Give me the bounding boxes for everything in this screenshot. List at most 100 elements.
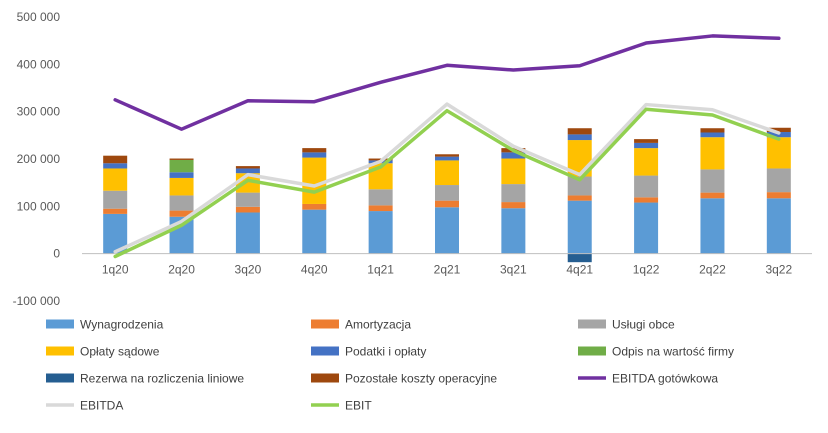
bar-segment-uslugi-obce <box>103 190 128 209</box>
bar-segment-uslugi-obce <box>567 176 592 196</box>
bar-segment-pozostale-koszty-operacyjne <box>567 128 592 135</box>
bar-segment-podatki-i-oplaty <box>103 163 128 169</box>
x-tick-label: 4q20 <box>301 263 328 277</box>
bar-segment-amortyzacja <box>302 203 327 210</box>
x-tick-label: 4q21 <box>566 263 593 277</box>
bar-segment-wynagrodzenia <box>302 209 327 254</box>
legend-label: Pozostałe koszty operacyjne <box>345 372 497 386</box>
x-tick-label: 2q21 <box>434 263 461 277</box>
bar-segment-pozostale-koszty-operacyjne <box>235 166 260 169</box>
bar-segment-podatki-i-oplaty <box>634 142 659 149</box>
bar-segment-oplaty-sadowe <box>700 137 725 170</box>
x-tick-label: 3q20 <box>235 263 262 277</box>
bar-segment-uslugi-obce <box>235 192 260 207</box>
line-ebitda <box>113 102 781 254</box>
x-axis: 1q20 2q20 3q20 4q20 1q21 2q21 3q21 4q21 1q22 2q22… <box>102 263 793 277</box>
bar-segment-podatki-i-oplaty <box>235 168 260 174</box>
legend-swatch <box>578 346 606 356</box>
bar-segment-amortyzacja <box>567 195 592 201</box>
bar-segment-oplaty-sadowe <box>302 157 327 204</box>
x-tick-label: 3q21 <box>500 263 527 277</box>
bar-segment-wynagrodzenia <box>634 202 659 254</box>
y-tick-label: 200 000 <box>17 152 61 166</box>
bar-segment-pozostale-koszty-operacyjne <box>435 154 459 157</box>
bar-segment-pozostale-koszty-operacyjne <box>766 127 791 133</box>
bar-segment-wynagrodzenia <box>368 211 393 254</box>
legend-item-uslugi-obce: Usługi obce <box>578 318 675 332</box>
legend-label: EBIT <box>345 399 372 413</box>
legend-swatch <box>311 346 339 356</box>
bar-segment-amortyzacja <box>169 210 194 217</box>
y-tick-label: 500 000 <box>17 10 61 24</box>
x-tick-label: 1q20 <box>102 263 129 277</box>
legend-label: Podatki i opłaty <box>345 345 426 359</box>
bar-segment-oplaty-sadowe <box>634 148 659 176</box>
bar-segment-oplaty-sadowe <box>103 168 128 191</box>
legend-item-wynagrodzenia: Wynagrodzenia <box>46 318 164 332</box>
bar-segment-pozostale-koszty-operacyjne <box>634 139 659 143</box>
legend-label: Odpis na wartość firmy <box>612 345 734 359</box>
bar-segment-pozostale-koszty-operacyjne <box>169 158 194 160</box>
y-axis: -100 000 0 100 000 200 000 300 000 400 000 500… <box>13 10 61 308</box>
legend-swatch <box>46 373 74 383</box>
bar-segment-uslugi-obce <box>435 185 459 201</box>
bar-segment-oplaty-sadowe <box>501 158 526 185</box>
line-series <box>113 34 781 259</box>
bar-segment-amortyzacja <box>435 200 459 208</box>
legend-swatch <box>578 319 606 329</box>
legend-item-ebit: EBIT <box>311 399 372 413</box>
line-ebitda-gotowkowa <box>113 34 781 131</box>
bar-segment-oplaty-sadowe <box>435 160 459 186</box>
x-tick-label: 3q22 <box>765 263 792 277</box>
bar-segment-amortyzacja <box>766 192 791 199</box>
bar-segment-podatki-i-oplaty <box>501 152 526 159</box>
legend-label: Opłaty sądowe <box>80 345 160 359</box>
bar-segment-wynagrodzenia <box>435 207 459 254</box>
bar-segment-oplaty-sadowe <box>766 137 791 169</box>
bar-segment-podatki-i-oplaty <box>700 132 725 138</box>
legend-item-podatki-i-oplaty: Podatki i opłaty <box>311 345 426 359</box>
x-tick-label: 1q22 <box>633 263 660 277</box>
legend-label: Amortyzacja <box>345 318 411 332</box>
legend-item-pozostale-koszty-operacyjne: Pozostałe koszty operacyjne <box>311 372 497 386</box>
legend-item-ebitda-gotowkowa: EBITDA gotówkowa <box>578 372 718 386</box>
bar-segment-podatki-i-oplaty <box>302 152 327 158</box>
legend-swatch <box>311 373 339 383</box>
bar-segment-wynagrodzenia <box>501 208 526 254</box>
bar-segment-pozostale-koszty-operacyjne <box>103 155 128 164</box>
bar-segment-amortyzacja <box>235 206 260 213</box>
y-tick-label: 300 000 <box>17 105 61 119</box>
bar-segment-uslugi-obce <box>634 175 659 198</box>
y-tick-label: 400 000 <box>17 57 61 71</box>
bar-segment-uslugi-obce <box>368 189 393 206</box>
bar-segment-oplaty-sadowe <box>169 177 194 196</box>
legend-label: EBITDA gotówkowa <box>612 372 718 386</box>
y-tick-label: 0 <box>53 247 60 261</box>
bar-segment-wynagrodzenia <box>766 198 791 254</box>
x-tick-label: 2q20 <box>168 263 195 277</box>
legend-item-odpis-na-wartosc-firmy: Odpis na wartość firmy <box>578 345 734 359</box>
bar-segment-pozostale-koszty-operacyjne <box>302 148 327 153</box>
legend: Wynagrodzenia Amortyzacja Usługi obce Opłat… <box>46 318 734 413</box>
legend-item-rezerwa-na-rozliczenia-liniowe: Rezerwa na rozliczenia liniowe <box>46 372 244 386</box>
legend-label: Wynagrodzenia <box>80 318 164 332</box>
y-tick-label: 100 000 <box>17 199 61 213</box>
bar-segment-uslugi-obce <box>501 184 526 203</box>
bar-segment-uslugi-obce <box>169 195 194 211</box>
bar-segment-amortyzacja <box>501 202 526 209</box>
line-ebit <box>113 107 781 259</box>
legend-item-ebitda: EBITDA <box>46 399 123 413</box>
bar-segment-uslugi-obce <box>700 169 725 193</box>
bar-segment-amortyzacja <box>103 208 128 214</box>
bar-segment-uslugi-obce <box>766 168 791 193</box>
bar-segment-podatki-i-oplaty <box>435 156 459 161</box>
legend-swatch <box>46 346 74 356</box>
bar-segment-podatki-i-oplaty <box>169 172 194 178</box>
legend-swatch <box>46 319 74 329</box>
bar-segment-amortyzacja <box>368 205 393 212</box>
legend-item-amortyzacja: Amortyzacja <box>311 318 411 332</box>
bar-segment-wynagrodzenia <box>235 212 260 254</box>
bar-segment-wynagrodzenia <box>700 198 725 254</box>
